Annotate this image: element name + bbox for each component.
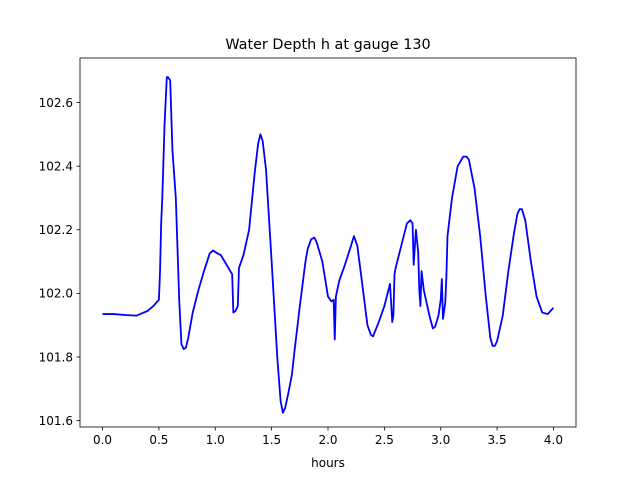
y-tick-label: 101.8 — [39, 350, 73, 364]
x-tick-label: 2.0 — [318, 433, 337, 447]
x-axis-label: hours — [311, 456, 345, 470]
y-tick-label: 102.2 — [39, 223, 73, 237]
y-tick-label: 101.6 — [39, 414, 73, 428]
x-tick-label: 4.0 — [544, 433, 563, 447]
x-tick-label: 0.0 — [93, 433, 112, 447]
x-tick-label: 0.5 — [149, 433, 168, 447]
x-tick-label: 3.0 — [431, 433, 450, 447]
x-axis: 0.0 0.5 1.0 1.5 2.0 2.5 3.0 3.5 4.0 — [93, 427, 563, 447]
y-axis: 101.6 101.8 102.0 102.2 102.4 102.6 — [39, 96, 80, 428]
x-tick-label: 3.5 — [488, 433, 507, 447]
y-tick-label: 102.4 — [39, 159, 73, 173]
y-tick-label: 102.6 — [39, 96, 73, 110]
series-line — [102, 76, 555, 414]
y-tick-label: 102.0 — [39, 287, 73, 301]
x-tick-label: 1.5 — [262, 433, 281, 447]
x-tick-label: 2.5 — [375, 433, 394, 447]
chart-title: Water Depth h at gauge 130 — [225, 37, 430, 53]
x-tick-label: 1.0 — [206, 433, 225, 447]
